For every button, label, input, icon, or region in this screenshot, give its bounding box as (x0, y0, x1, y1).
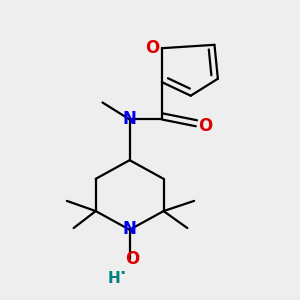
Text: O: O (145, 38, 160, 56)
Text: O: O (198, 117, 212, 135)
Text: N: N (123, 110, 136, 128)
Text: O: O (125, 250, 140, 268)
Text: H: H (108, 272, 121, 286)
Text: ·: · (120, 265, 126, 283)
Text: N: N (123, 220, 136, 238)
